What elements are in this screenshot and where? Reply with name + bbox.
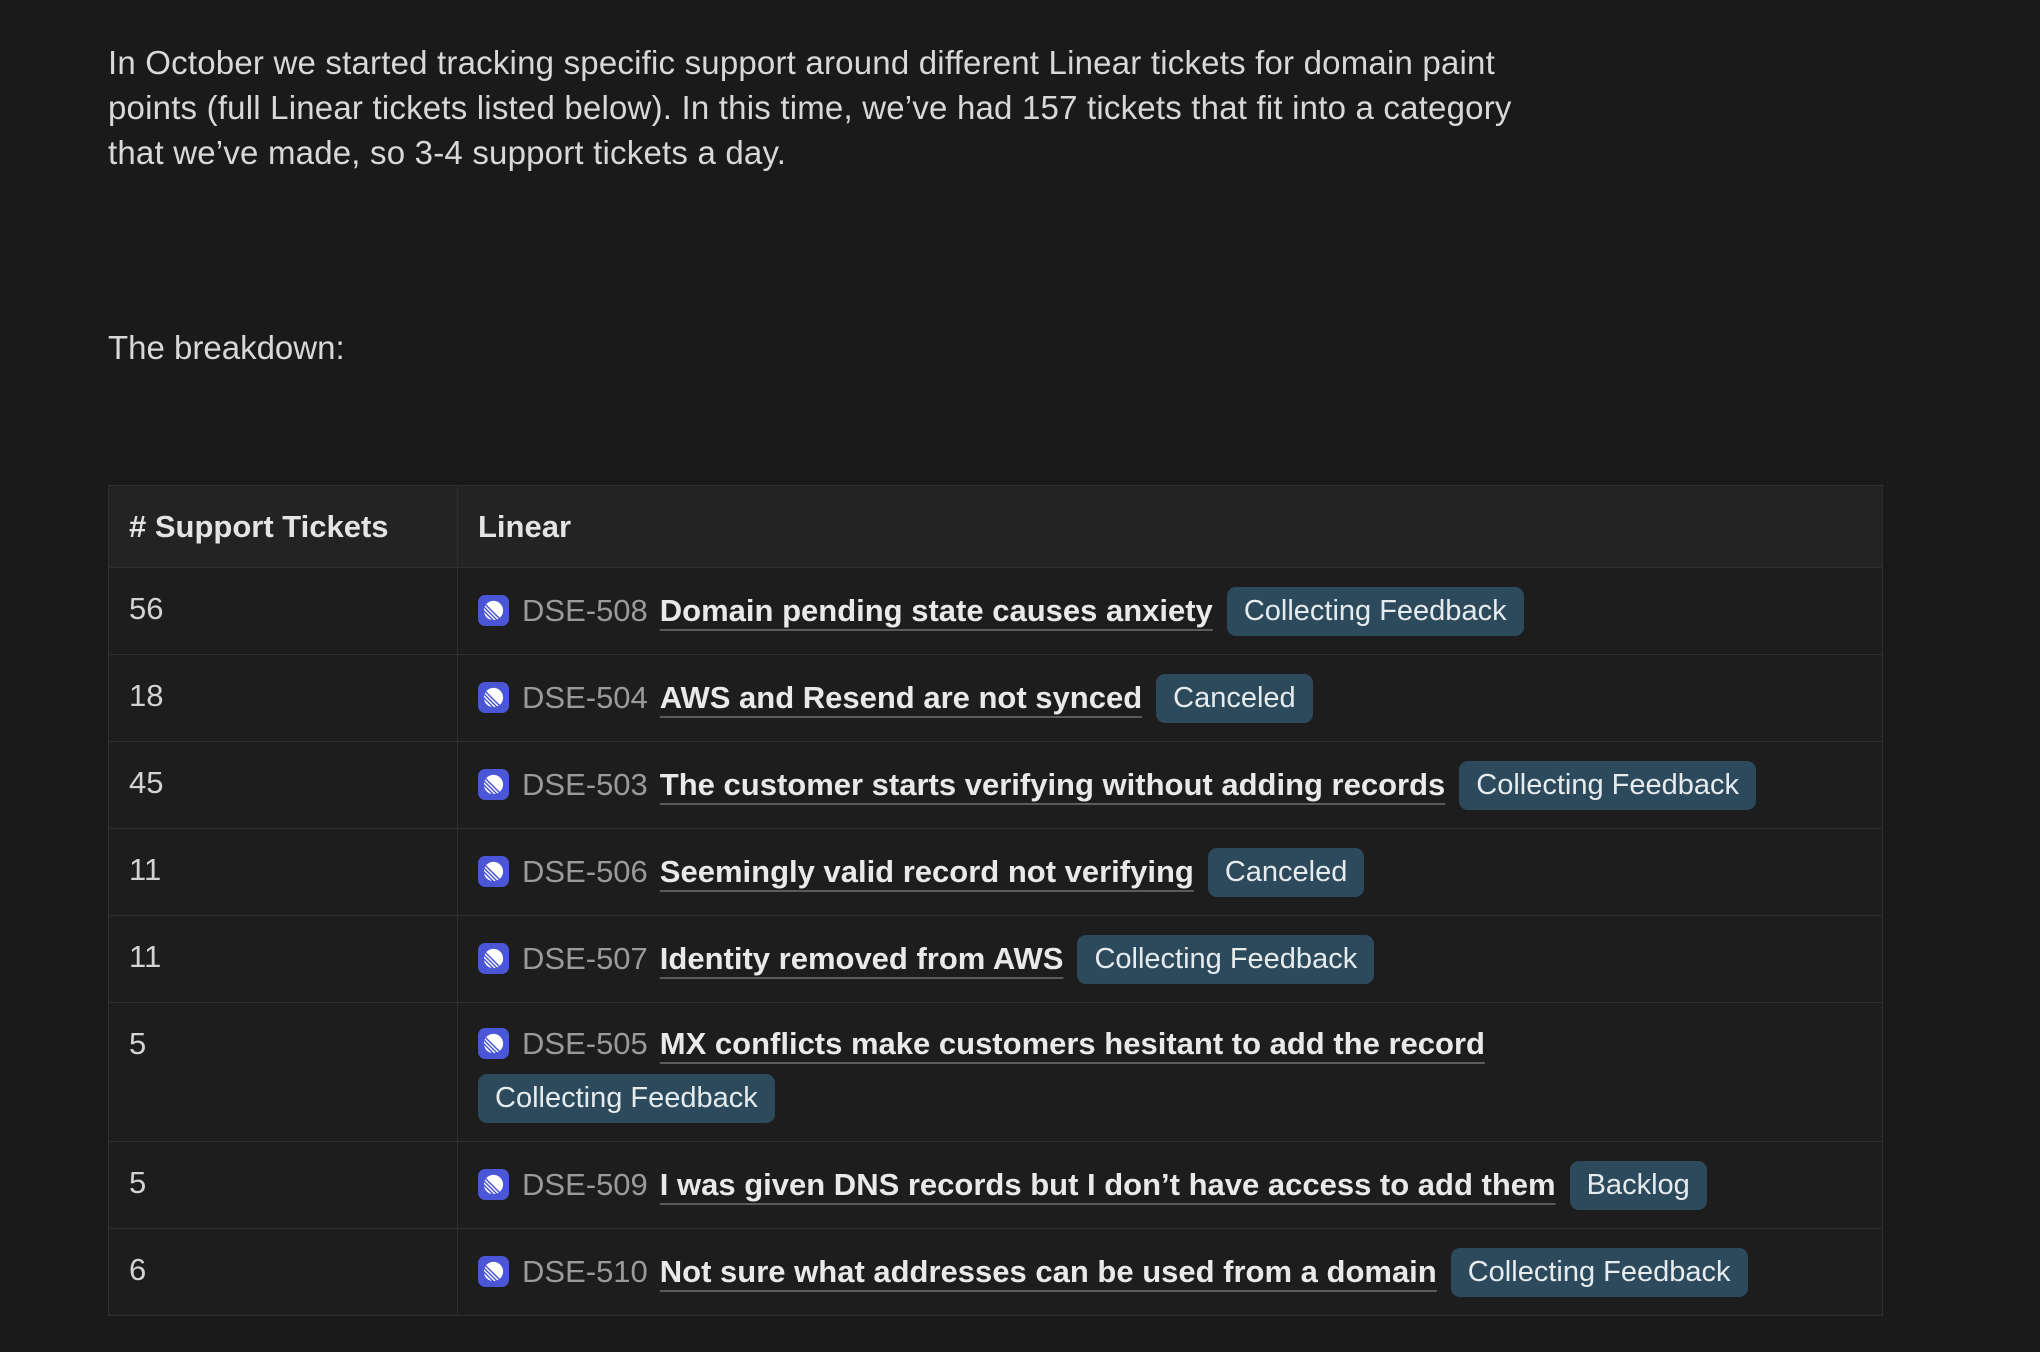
ticket-count-cell[interactable]: 11 [108, 828, 458, 916]
ticket-count-cell[interactable]: 5 [108, 1141, 458, 1229]
linear-app-icon [478, 682, 509, 713]
ticket-count-cell[interactable]: 45 [108, 741, 458, 829]
ticket-title: Identity removed from AWS [659, 941, 1064, 976]
ticket-count-cell[interactable]: 18 [108, 654, 458, 742]
header-support-tickets[interactable]: # Support Tickets [108, 485, 458, 568]
intro-line: that we’ve made, so 3-4 support tickets … [108, 134, 787, 171]
ticket-id: DSE-505 [522, 1026, 648, 1061]
linear-ticket-cell: DSE-509 I was given DNS records but I don… [457, 1141, 1883, 1229]
linear-ticket-cell: DSE-504 AWS and Resend are not synced Canc… [457, 654, 1883, 742]
intro-paragraph: In October we started tracking specific … [108, 40, 1960, 175]
linear-ticket-cell: DSE-505 MX conflicts make customers hesit… [457, 1002, 1883, 1142]
table-row: 18 DSE-504 AWS and Resend are not synced C… [108, 654, 1883, 742]
linear-ticket-mention[interactable]: DSE-506 Seemingly valid record not verify… [478, 848, 1365, 897]
breakdown-label: The breakdown: [108, 329, 345, 366]
ticket-id: DSE-509 [522, 1167, 648, 1202]
linear-ticket-mention[interactable]: DSE-505 MX conflicts make customers hesit… [478, 1026, 1485, 1123]
ticket-title: Seemingly valid record not verifying [659, 854, 1194, 889]
ticket-title: I was given DNS records but I don’t have… [659, 1167, 1556, 1202]
table-row: 5 DSE-505 MX conflicts make customers hes… [108, 1002, 1883, 1142]
ticket-id: DSE-508 [522, 593, 648, 628]
table-row: 56 DSE-508 Domain pending state causes an… [108, 567, 1883, 655]
ticket-title: AWS and Resend are not synced [659, 680, 1143, 715]
linear-ticket-cell: DSE-507 Identity removed from AWS Collecti… [457, 915, 1883, 1003]
ticket-title: MX conflicts make customers hesitant to … [659, 1026, 1485, 1061]
status-badge: Collecting Feedback [1450, 1248, 1748, 1297]
status-badge: Canceled [1156, 674, 1313, 723]
linear-ticket-mention[interactable]: DSE-507 Identity removed from AWS Collecti… [478, 935, 1375, 984]
ticket-id: DSE-510 [522, 1254, 648, 1289]
status-badge: Collecting Feedback [478, 1074, 775, 1123]
header-linear[interactable]: Linear [457, 485, 1883, 568]
status-badge: Collecting Feedback [1226, 587, 1524, 636]
linear-app-icon [478, 1028, 509, 1059]
ticket-title: Not sure what addresses can be used from… [659, 1254, 1437, 1289]
document-content: In October we started tracking specific … [108, 40, 1960, 1316]
linear-ticket-mention[interactable]: DSE-509 I was given DNS records but I don… [478, 1161, 1707, 1210]
ticket-title: The customer starts verifying without ad… [659, 767, 1446, 802]
status-badge: Backlog [1569, 1161, 1707, 1210]
ticket-count-cell[interactable]: 56 [108, 567, 458, 655]
ticket-id: DSE-503 [522, 767, 648, 802]
linear-app-icon [478, 856, 509, 887]
table-row: 11 DSE-506 Seemingly valid record not ver… [108, 828, 1883, 916]
linear-app-icon [478, 595, 509, 626]
ticket-id: DSE-506 [522, 854, 648, 889]
linear-app-icon [478, 769, 509, 800]
support-tickets-table: # Support Tickets Linear 56 DSE-508 Domai… [108, 485, 1883, 1316]
ticket-count-cell[interactable]: 6 [108, 1228, 458, 1316]
status-badge: Collecting Feedback [1459, 761, 1757, 810]
intro-line: points (full Linear tickets listed below… [108, 89, 1512, 126]
linear-ticket-cell: DSE-506 Seemingly valid record not verify… [457, 828, 1883, 916]
linear-app-icon [478, 1169, 509, 1200]
status-badge: Collecting Feedback [1077, 935, 1375, 984]
linear-app-icon [478, 943, 509, 974]
linear-ticket-mention[interactable]: DSE-510 Not sure what addresses can be us… [478, 1248, 1748, 1297]
linear-ticket-cell: DSE-508 Domain pending state causes anxie… [457, 567, 1883, 655]
intro-line: In October we started tracking specific … [108, 44, 1495, 81]
linear-ticket-mention[interactable]: DSE-508 Domain pending state causes anxie… [478, 587, 1524, 636]
linear-ticket-mention[interactable]: DSE-503 The customer starts verifying wit… [478, 761, 1757, 810]
linear-ticket-cell: DSE-503 The customer starts verifying wit… [457, 741, 1883, 829]
ticket-id: DSE-507 [522, 941, 648, 976]
linear-ticket-mention[interactable]: DSE-504 AWS and Resend are not synced Canc… [478, 674, 1313, 723]
ticket-count-cell[interactable]: 5 [108, 1002, 458, 1142]
status-badge: Canceled [1207, 848, 1365, 897]
table-row: 5 DSE-509 I was given DNS records but I d… [108, 1141, 1883, 1229]
ticket-id: DSE-504 [522, 680, 648, 715]
linear-ticket-cell: DSE-510 Not sure what addresses can be us… [457, 1228, 1883, 1316]
linear-app-icon [478, 1256, 509, 1287]
ticket-title: Domain pending state causes anxiety [659, 593, 1213, 628]
table-row: 6 DSE-510 Not sure what addresses can be … [108, 1228, 1883, 1316]
table-row: 11 DSE-507 Identity removed from AWS Colle… [108, 915, 1883, 1003]
table-row: 45 DSE-503 The customer starts verifying … [108, 741, 1883, 829]
ticket-count-cell[interactable]: 11 [108, 915, 458, 1003]
table-header-row: # Support Tickets Linear [108, 485, 1883, 568]
